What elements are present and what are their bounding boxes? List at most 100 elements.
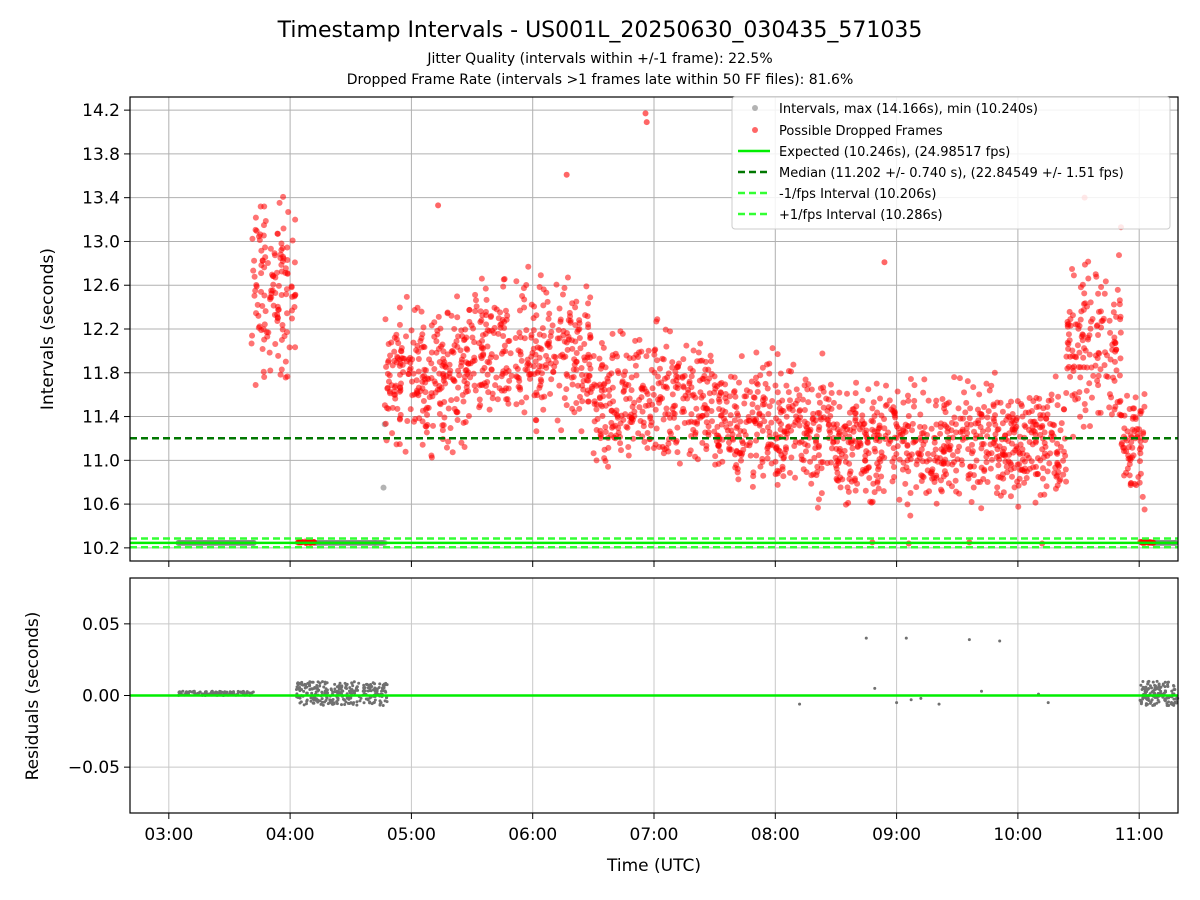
- dropped-frame-point: [272, 341, 279, 348]
- dropped-frame-point: [516, 329, 523, 336]
- residual-point: [1152, 688, 1156, 692]
- dropped-frame-point: [697, 340, 704, 347]
- dropped-frame-point: [279, 326, 286, 333]
- residual-point: [369, 689, 373, 693]
- dropped-frame-point: [857, 442, 864, 449]
- dropped-frame-point: [575, 326, 582, 333]
- dropped-frame-point: [968, 450, 975, 457]
- dropped-frame-point: [573, 366, 580, 373]
- dropped-frame-point: [1021, 458, 1028, 465]
- dropped-frame-point: [591, 418, 598, 425]
- dropped-frame-point: [719, 458, 726, 465]
- dropped-frame-point: [453, 396, 460, 403]
- dropped-frame-point: [816, 399, 823, 406]
- dropped-frame-point: [877, 395, 884, 402]
- dropped-frame-point: [717, 448, 724, 455]
- dropped-frame-point: [428, 374, 435, 381]
- dropped-frame-point: [481, 380, 488, 387]
- dropped-frame-point: [1069, 347, 1076, 354]
- dropped-frame-point: [480, 350, 487, 357]
- dropped-frame-point: [814, 410, 821, 417]
- residual-point: [298, 686, 302, 690]
- dropped-frame-point: [766, 360, 773, 367]
- dropped-frame-point: [633, 372, 640, 379]
- dropped-frame-point: [750, 469, 757, 476]
- dropped-frame-point: [1086, 380, 1093, 387]
- residual-point: [321, 703, 325, 707]
- dropped-frame-point: [1033, 463, 1040, 470]
- dropped-frame-point: [431, 366, 438, 373]
- dropped-frame-point: [260, 368, 267, 375]
- dropped-frame-point: [965, 446, 972, 453]
- dropped-frame-point: [948, 483, 955, 490]
- dropped-frame-point: [1117, 355, 1124, 362]
- dropped-frame-point: [708, 398, 715, 405]
- dropped-frame-point: [674, 449, 681, 456]
- dropped-frame-point: [734, 410, 741, 417]
- residual-point: [798, 702, 802, 706]
- dropped-frame-point: [679, 408, 686, 415]
- dropped-frame-point: [544, 298, 551, 305]
- dropped-frame-point: [917, 451, 924, 458]
- dropped-frame-point: [806, 428, 813, 435]
- dropped-frame-point: [283, 291, 290, 298]
- residual-point: [1155, 679, 1159, 683]
- dropped-frame-point: [563, 171, 570, 178]
- dropped-frame-point: [455, 384, 462, 391]
- dropped-frame-point: [805, 399, 812, 406]
- dropped-frame-point: [627, 411, 634, 418]
- dropped-frame-point: [533, 428, 540, 435]
- dropped-frame-point: [387, 390, 394, 397]
- dropped-frame-point: [532, 351, 539, 358]
- residual-point: [377, 686, 381, 690]
- dropped-frame-point: [652, 406, 659, 413]
- intervals-y-tick-label: 12.6: [82, 276, 120, 296]
- residual-point: [864, 636, 868, 640]
- dropped-frame-point: [983, 453, 990, 460]
- dropped-frame-point: [628, 374, 635, 381]
- dropped-frame-point: [785, 389, 792, 396]
- dropped-frame-point: [541, 393, 548, 400]
- dropped-frame-point: [774, 351, 781, 358]
- dropped-frame-point: [820, 384, 827, 391]
- dropped-frame-point: [850, 428, 857, 435]
- dropped-frame-point: [873, 472, 880, 479]
- dropped-frame-point: [756, 420, 763, 427]
- dropped-frame-point: [453, 409, 460, 416]
- dropped-frame-point: [278, 292, 285, 299]
- residual-point: [355, 703, 359, 707]
- dropped-frame-point: [415, 368, 422, 375]
- dropped-frame-point: [1111, 358, 1118, 365]
- dropped-frame-point: [1092, 362, 1099, 369]
- dropped-frame-point: [285, 208, 292, 215]
- dropped-frame-point: [1139, 493, 1146, 500]
- dropped-frame-point: [523, 327, 530, 334]
- residual-point: [347, 689, 351, 693]
- dropped-frame-point: [251, 273, 258, 280]
- dropped-frame-point: [571, 409, 578, 416]
- residual-point: [341, 697, 345, 701]
- intervals-y-ticks: 10.2 10.6 11.0 11.4 11.8 12.2 12.6 13.0 13.4 13.8…: [82, 101, 130, 559]
- dropped-frame-point: [741, 400, 748, 407]
- dropped-frame-point: [796, 407, 803, 414]
- dropped-frame-point: [252, 381, 259, 388]
- dropped-frame-point: [956, 375, 963, 382]
- residual-point: [366, 689, 370, 693]
- dropped-frame-point: [461, 443, 468, 450]
- residual-point: [320, 700, 324, 704]
- dropped-frame-point: [413, 387, 420, 394]
- dropped-frame-point: [660, 416, 667, 423]
- dropped-frame-point: [629, 403, 636, 410]
- dropped-frame-point: [931, 457, 938, 464]
- dropped-frame-point: [568, 337, 575, 344]
- dropped-frame-point: [253, 283, 260, 290]
- dropped-frame-point: [585, 300, 592, 307]
- dropped-frame-point: [479, 367, 486, 374]
- dropped-frame-point: [424, 404, 431, 411]
- dropped-frame-point: [618, 447, 625, 454]
- dropped-frame-point: [435, 313, 442, 320]
- dropped-frame-point: [1127, 432, 1134, 439]
- dropped-frame-point: [1124, 392, 1131, 399]
- dropped-frame-point: [614, 353, 621, 360]
- residual-point: [315, 687, 319, 691]
